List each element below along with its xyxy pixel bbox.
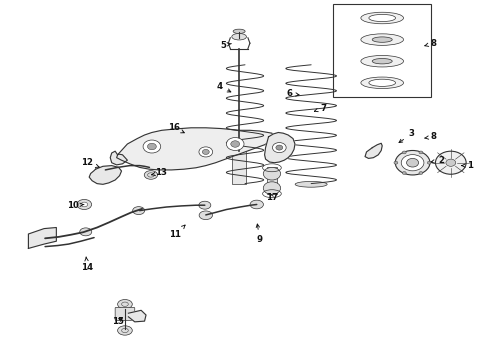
Circle shape	[226, 138, 244, 150]
Text: 3: 3	[399, 129, 415, 143]
Ellipse shape	[250, 200, 264, 209]
Text: 13: 13	[152, 168, 167, 177]
Circle shape	[446, 159, 456, 166]
Circle shape	[147, 143, 156, 150]
Circle shape	[272, 143, 286, 153]
Ellipse shape	[263, 182, 281, 194]
Text: 15: 15	[112, 317, 123, 325]
Ellipse shape	[372, 58, 392, 64]
Text: 1: 1	[462, 161, 473, 170]
Ellipse shape	[369, 14, 395, 22]
Ellipse shape	[361, 55, 404, 67]
Text: 9: 9	[256, 224, 263, 244]
Text: 8: 8	[425, 132, 437, 141]
Ellipse shape	[80, 228, 92, 236]
Ellipse shape	[407, 158, 418, 167]
Text: 16: 16	[168, 123, 184, 133]
Text: 8: 8	[425, 39, 437, 48]
Ellipse shape	[77, 199, 92, 210]
FancyBboxPatch shape	[115, 307, 135, 320]
Ellipse shape	[369, 79, 395, 86]
Text: 10: 10	[67, 201, 84, 210]
Polygon shape	[28, 228, 56, 248]
Text: 17: 17	[266, 193, 278, 202]
Ellipse shape	[295, 181, 327, 187]
Ellipse shape	[372, 37, 392, 42]
Circle shape	[419, 151, 423, 154]
Polygon shape	[365, 143, 382, 158]
Circle shape	[231, 141, 240, 147]
Text: 12: 12	[81, 158, 99, 167]
Ellipse shape	[199, 201, 211, 209]
Ellipse shape	[395, 150, 430, 175]
Ellipse shape	[361, 12, 404, 24]
Ellipse shape	[436, 151, 466, 174]
Ellipse shape	[401, 154, 424, 171]
Ellipse shape	[118, 300, 132, 309]
Bar	[232, 151, 246, 184]
Circle shape	[427, 161, 431, 164]
Polygon shape	[265, 132, 295, 163]
Ellipse shape	[81, 202, 88, 207]
Bar	[267, 167, 277, 194]
Ellipse shape	[233, 29, 245, 33]
Text: 11: 11	[170, 225, 185, 239]
Text: 5: 5	[220, 40, 231, 49]
Circle shape	[199, 147, 213, 157]
Text: 7: 7	[315, 104, 326, 112]
Bar	[333, 4, 431, 97]
Ellipse shape	[118, 326, 132, 335]
Polygon shape	[128, 310, 146, 322]
Polygon shape	[89, 166, 122, 184]
Ellipse shape	[232, 33, 246, 40]
Ellipse shape	[263, 167, 281, 180]
Polygon shape	[117, 128, 274, 170]
Text: 2: 2	[431, 156, 444, 165]
Circle shape	[402, 172, 406, 175]
Ellipse shape	[144, 171, 158, 179]
Circle shape	[402, 151, 406, 154]
Ellipse shape	[199, 211, 213, 220]
Ellipse shape	[361, 34, 404, 45]
Polygon shape	[110, 151, 127, 165]
Circle shape	[276, 145, 283, 150]
Text: 14: 14	[81, 257, 93, 271]
Circle shape	[202, 149, 209, 154]
Circle shape	[143, 140, 161, 153]
Text: 4: 4	[217, 82, 231, 92]
Text: 6: 6	[286, 89, 299, 98]
Ellipse shape	[361, 77, 404, 89]
Circle shape	[419, 172, 423, 175]
Circle shape	[394, 161, 398, 164]
Ellipse shape	[133, 207, 145, 215]
